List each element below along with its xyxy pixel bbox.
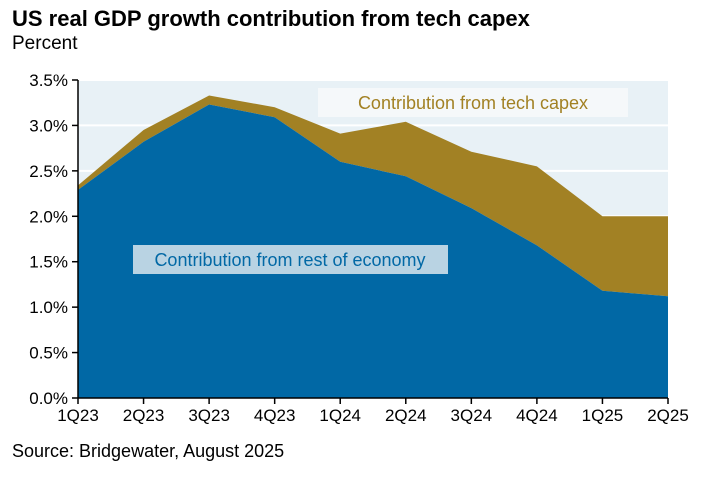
y-tick-label: 2.0% xyxy=(29,207,68,226)
y-tick-label: 2.5% xyxy=(29,162,68,181)
series-label-rest-of-economy: Contribution from rest of economy xyxy=(154,250,425,270)
x-tick-label: 1Q23 xyxy=(57,406,99,425)
y-tick-label: 0.5% xyxy=(29,344,68,363)
legend-box-rest-of-economy xyxy=(133,245,448,274)
x-tick-label: 3Q24 xyxy=(451,406,493,425)
y-tick-label: 3.0% xyxy=(29,116,68,135)
chart-subtitle: Percent xyxy=(12,33,78,54)
y-tick-label: 1.0% xyxy=(29,298,68,317)
legend-box-tech-capex xyxy=(318,88,628,117)
x-tick-label: 4Q24 xyxy=(516,406,558,425)
x-tick-label: 1Q25 xyxy=(582,406,624,425)
x-tick-label: 4Q23 xyxy=(254,406,296,425)
series-area-tech-capex xyxy=(78,95,668,297)
chart-title: US real GDP growth contribution from tec… xyxy=(12,6,530,31)
x-tick-label: 2Q24 xyxy=(385,406,427,425)
series-label-tech-capex: Contribution from tech capex xyxy=(358,93,588,113)
y-tick-label: 1.5% xyxy=(29,253,68,272)
y-tick-label: 3.5% xyxy=(29,71,68,90)
x-tick-label: 2Q25 xyxy=(647,406,689,425)
x-tick-label: 3Q23 xyxy=(188,406,230,425)
x-tick-label: 1Q24 xyxy=(319,406,361,425)
source-note: Source: Bridgewater, August 2025 xyxy=(12,441,285,461)
x-tick-label: 2Q23 xyxy=(123,406,165,425)
y-tick-label: 0.0% xyxy=(29,389,68,408)
